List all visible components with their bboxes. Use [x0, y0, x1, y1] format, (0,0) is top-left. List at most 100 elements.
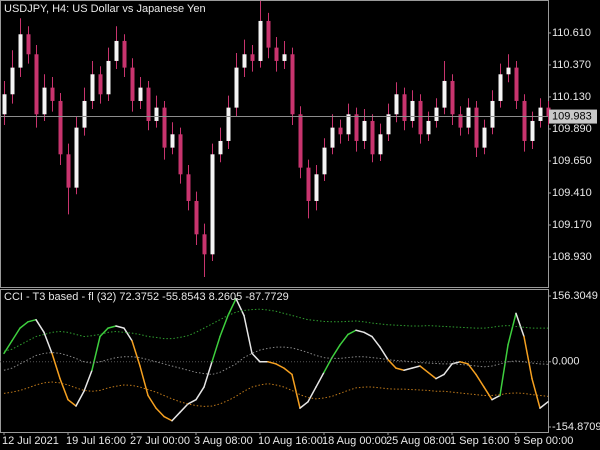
cci-segment [315, 371, 325, 388]
cci-segment [59, 377, 69, 401]
x-tick-label: 27 Jul 00:00 [130, 435, 190, 447]
x-tick-label: 3 Aug 08:00 [194, 435, 253, 447]
candle-body [450, 80, 455, 115]
candle-body [258, 20, 263, 61]
candle-body [202, 234, 207, 255]
candle-body [394, 94, 399, 115]
x-tick-label: 10 Aug 16:00 [258, 435, 323, 447]
current-price-box [549, 109, 597, 124]
cci-segment [115, 325, 125, 329]
cci-segment [35, 318, 45, 334]
cci-segment [507, 312, 517, 346]
candle-body [346, 114, 351, 135]
y-tick-label: 110.130 [552, 91, 591, 103]
candle-body [514, 67, 519, 101]
candle-body [330, 127, 335, 148]
y-tick-label: 110.610 [552, 27, 591, 39]
candle-body [362, 120, 367, 141]
cci-segment [107, 325, 117, 329]
cci-segment [155, 407, 165, 418]
candle-body [458, 114, 463, 128]
cci-segment [131, 340, 141, 367]
y-tick-label: -154.8709 [552, 421, 600, 433]
cci-segment [299, 401, 309, 409]
cci-segment [75, 390, 85, 407]
x-tick-label: 19 Jul 16:00 [66, 435, 126, 447]
cci-segment [443, 363, 453, 376]
candle-body [442, 80, 447, 108]
cci-segment [267, 361, 277, 365]
x-tick-label: 9 Sep 00:00 [514, 435, 573, 447]
cci-segment [235, 297, 245, 317]
cci-segment [419, 365, 429, 374]
cci-segment [347, 329, 357, 336]
cci-segment [523, 335, 533, 380]
cci-segment [323, 356, 333, 374]
cci-segment [19, 321, 29, 329]
candle-body [194, 200, 199, 235]
candle-body [66, 154, 71, 188]
cci-segment [339, 333, 349, 346]
cci-segment [91, 335, 101, 371]
candle-body [106, 60, 111, 95]
cci-segment [379, 346, 389, 361]
cci-segment [427, 371, 437, 380]
indicator-pane [0, 289, 549, 433]
price-pane [0, 0, 549, 288]
candle-body [306, 167, 311, 201]
price-title: USDJPY, H4: US Dollar vs Japanese Yen [4, 3, 206, 15]
candle-body [178, 134, 183, 175]
y-tick-label: 108.930 [552, 251, 592, 263]
cci-segment [539, 401, 549, 409]
candle-body [170, 134, 175, 148]
candle-body [146, 87, 151, 121]
candle-body [474, 107, 479, 148]
candle-body [498, 74, 503, 101]
cci-segment [283, 367, 293, 376]
candle-body [186, 174, 191, 201]
y-tick-label: 109.170 [552, 219, 592, 231]
candle-body [506, 67, 511, 75]
cci-segment [331, 344, 341, 359]
candle-body [322, 147, 327, 175]
cci-segment [491, 394, 501, 401]
candle-body [26, 34, 31, 55]
candle-body [410, 100, 415, 121]
candle-body [466, 107, 471, 128]
candle-body [34, 54, 39, 115]
candle-body [426, 120, 431, 135]
candle-body [530, 120, 535, 141]
candle-body [242, 54, 247, 68]
candle-body [114, 40, 119, 61]
cci-segment [123, 327, 133, 342]
current-price-label: 109.983 [552, 110, 592, 122]
candle-body [210, 154, 215, 255]
cci-segment [475, 373, 485, 388]
cci-segment [3, 340, 13, 355]
band-line [3, 308, 548, 352]
x-tick-label: 1 Sep 16:00 [450, 435, 509, 447]
cci-segment [467, 363, 477, 376]
cci-segment [355, 329, 365, 334]
candle-body [58, 100, 63, 155]
cci-segment [243, 314, 253, 355]
candle-body [82, 100, 87, 128]
cci-segment [67, 398, 77, 407]
candle-body [10, 67, 15, 95]
candle-body [42, 87, 47, 115]
candle-body [138, 87, 143, 101]
x-tick-label: 12 Jul 2021 [2, 435, 59, 447]
candle-body [378, 134, 383, 155]
cci-segment [411, 365, 421, 369]
candle-body [2, 94, 7, 115]
candle-body [98, 74, 103, 95]
candle-body [90, 74, 95, 101]
indicator-title: CCI - T3 based - fl (32) 72.3752 -55.854… [4, 291, 289, 303]
cci-segment [203, 361, 213, 388]
cci-segment [163, 415, 173, 422]
cci-segment [531, 377, 541, 409]
candle-body [290, 54, 295, 115]
candle-body [162, 107, 167, 148]
